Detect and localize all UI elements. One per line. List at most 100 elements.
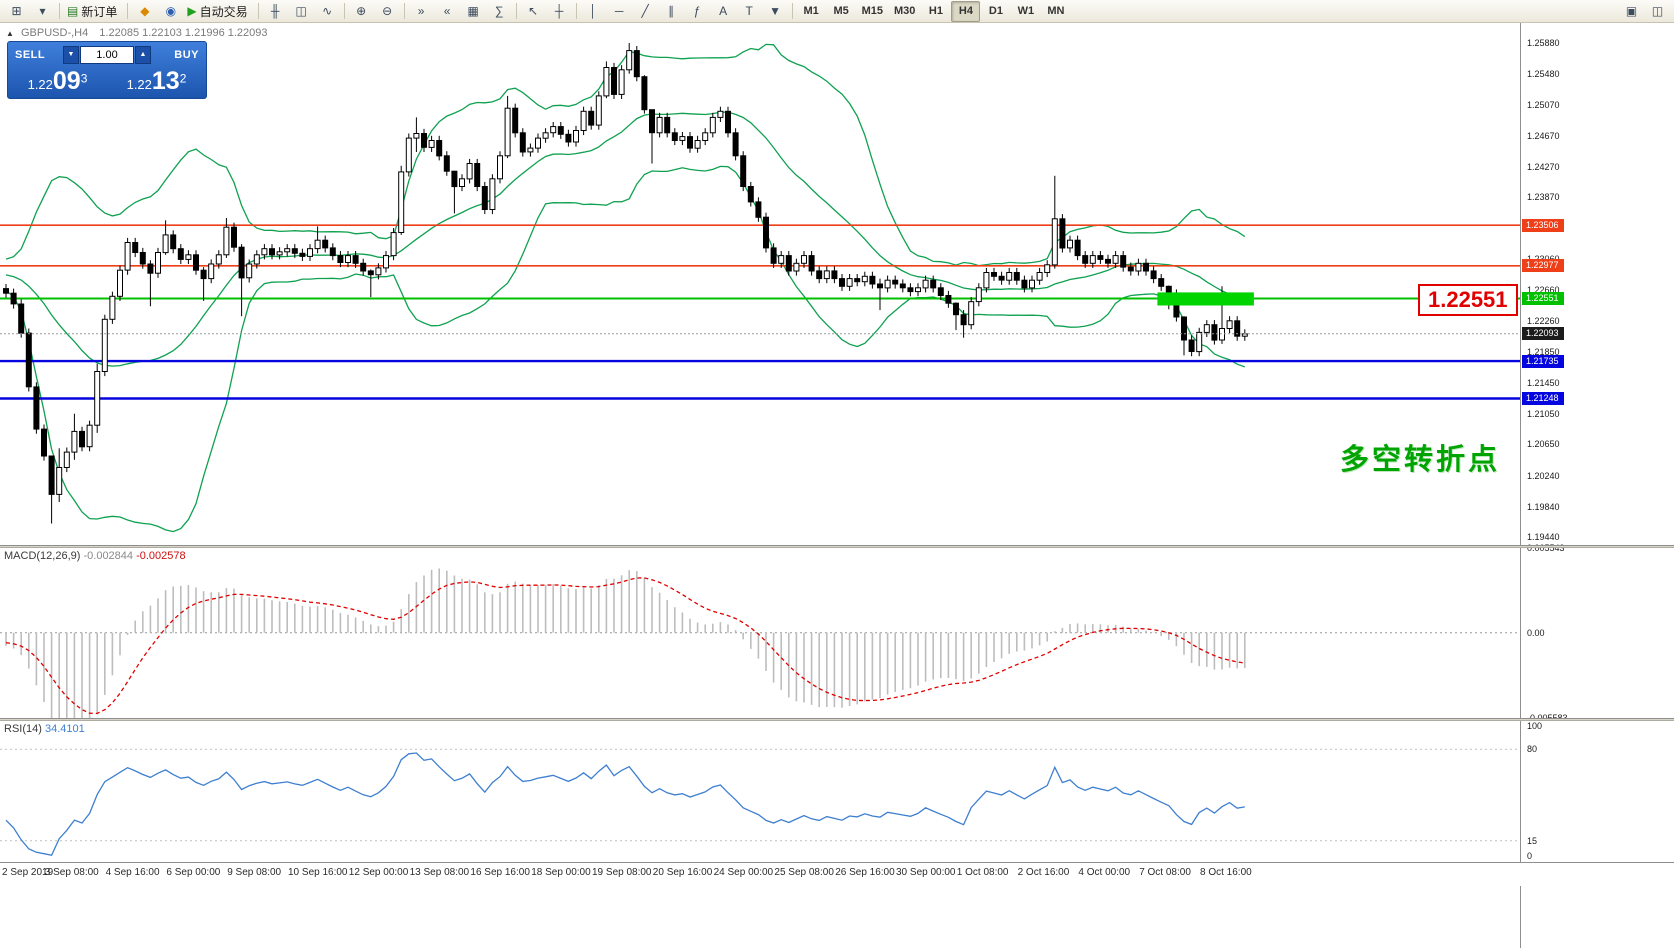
bollinger-lower bbox=[5, 165, 1246, 533]
channel-button[interactable]: ∥ bbox=[659, 1, 684, 22]
macd-axis-label: 0.005543 bbox=[1527, 543, 1565, 553]
new-chart-dropdown[interactable]: ▾ bbox=[30, 1, 55, 22]
window-tile-icon[interactable]: ▣ bbox=[1619, 1, 1644, 22]
price-tick-label: 1.19840 bbox=[1527, 501, 1560, 512]
time-label: 19 Sep 08:00 bbox=[592, 867, 652, 878]
highlight-rectangle[interactable] bbox=[1157, 292, 1254, 306]
turning-point-note[interactable]: 多空转折点 bbox=[1340, 444, 1501, 476]
rsi-axis-label: 0 bbox=[1527, 851, 1533, 861]
timeframe-h4[interactable]: H4 bbox=[951, 0, 981, 22]
bar-chart-button[interactable]: ╫ bbox=[263, 1, 288, 22]
macd-title-text: MACD(12,26,9) bbox=[4, 550, 81, 562]
time-label: 13 Sep 08:00 bbox=[409, 867, 470, 878]
price-tick-label: 1.21450 bbox=[1527, 378, 1560, 389]
rsi-line bbox=[5, 752, 1245, 857]
sell-price-small: 1.22 bbox=[27, 77, 53, 92]
new-chart-button[interactable]: ⊞ bbox=[4, 1, 29, 22]
zoom-in-button[interactable]: ⊕ bbox=[349, 1, 374, 22]
chart-wizard-icon[interactable]: ◆ bbox=[132, 1, 157, 22]
window-cascade-icon-glyph: ◫ bbox=[1651, 4, 1664, 18]
time-label: 1 Oct 08:00 bbox=[956, 867, 1009, 878]
timeframe-mn[interactable]: MN bbox=[1047, 5, 1065, 17]
timeframe-m15[interactable]: M15 bbox=[861, 5, 884, 17]
buy-button[interactable]: BUY bbox=[174, 48, 199, 61]
candlestick-chart-button[interactable]: ◫ bbox=[289, 1, 314, 22]
new-order-button[interactable]: ▤ 新订单 bbox=[64, 1, 123, 22]
buy-price[interactable]: 1.22132 bbox=[107, 67, 206, 96]
toolbar-separator bbox=[403, 3, 405, 19]
one-click-price-row: 1.22093 1.22132 bbox=[8, 65, 206, 98]
rsi-axis-label: 15 bbox=[1527, 835, 1538, 846]
zoom-out-button[interactable]: ⊖ bbox=[375, 1, 400, 22]
macd-canvas bbox=[0, 568, 1520, 718]
time-label: 8 Oct 16:00 bbox=[1200, 867, 1252, 878]
time-label: 12 Sep 00:00 bbox=[348, 867, 409, 878]
buy-price-sup: 2 bbox=[179, 71, 187, 86]
price-tag: 1.22093 bbox=[1522, 327, 1564, 341]
price-tag: 1.22977 bbox=[1522, 259, 1564, 273]
collapse-arrow-icon[interactable]: ▲ bbox=[6, 29, 14, 38]
price-tick-label: 1.19440 bbox=[1527, 532, 1560, 543]
timeframe-m1[interactable]: M1 bbox=[803, 5, 819, 17]
timeframe-m30[interactable]: M30 bbox=[894, 5, 916, 17]
macd-signal-value: -0.002578 bbox=[136, 550, 186, 562]
window-cascade-icon[interactable]: ◫ bbox=[1645, 1, 1670, 22]
auto-scroll-button[interactable]: » bbox=[409, 1, 434, 22]
time-label: 25 Sep 08:00 bbox=[774, 867, 834, 878]
timeframe-d1[interactable]: D1 bbox=[988, 5, 1003, 17]
price-tick-label: 1.21850 bbox=[1527, 347, 1560, 358]
channel-button-glyph: ∥ bbox=[668, 4, 675, 18]
price-tag: 1.21248 bbox=[1522, 392, 1564, 406]
timeframe-m5[interactable]: M5 bbox=[833, 5, 849, 17]
time-label: 3 Sep 08:00 bbox=[44, 867, 99, 878]
zoom-in-button-glyph: ⊕ bbox=[356, 4, 367, 18]
cursor-button[interactable]: ↖ bbox=[521, 1, 546, 22]
crosshair-button[interactable]: ┼ bbox=[547, 1, 572, 22]
price-callout-label[interactable]: 1.22551 bbox=[1418, 284, 1518, 316]
vertical-line-button[interactable]: │ bbox=[581, 1, 606, 22]
zoom-out-button-glyph: ⊖ bbox=[382, 4, 393, 18]
arrows-button[interactable]: ▼ bbox=[763, 1, 788, 22]
macd-panel: MACD(12,26,9) -0.002844 -0.002578 bbox=[0, 548, 1520, 718]
ohlc-values: 1.22085 1.22103 1.21996 1.22093 bbox=[99, 27, 268, 39]
autotrading-button-label: 自动交易 bbox=[199, 4, 248, 19]
price-tag: 1.23506 bbox=[1522, 218, 1564, 232]
toolbar-separator bbox=[575, 3, 577, 19]
panel-separator[interactable] bbox=[0, 718, 1674, 721]
autotrading-button[interactable]: ▶ 自动交易 bbox=[184, 1, 253, 22]
market-watch-icon[interactable]: ◉ bbox=[158, 1, 183, 22]
volume-up-button[interactable]: ▲ bbox=[135, 45, 151, 64]
line-chart-button[interactable]: ∿ bbox=[315, 1, 340, 22]
label-button[interactable]: T bbox=[737, 1, 762, 22]
time-label: 2 Oct 16:00 bbox=[1017, 867, 1070, 878]
price-tick-label: 1.20650 bbox=[1527, 439, 1560, 450]
chart-shift-button[interactable]: « bbox=[435, 1, 460, 22]
label-button-glyph: T bbox=[745, 4, 753, 18]
time-axis[interactable]: 2 Sep 2019 3 Sep 08:00 4 Sep 16:00 6 Sep 00… bbox=[0, 862, 1674, 886]
timeframe-w1[interactable]: W1 bbox=[1017, 5, 1035, 17]
price-tick-label: 1.21050 bbox=[1527, 408, 1560, 419]
cursor-button-glyph: ↖ bbox=[528, 4, 539, 18]
sell-price-sup: 3 bbox=[80, 71, 88, 86]
sell-price[interactable]: 1.22093 bbox=[8, 67, 107, 96]
fibonacci-button[interactable]: ƒ bbox=[685, 1, 710, 22]
sell-button[interactable]: SELL bbox=[15, 48, 46, 61]
timeframe-h1[interactable]: H1 bbox=[928, 5, 943, 17]
grid-button[interactable]: ▦ bbox=[461, 1, 486, 22]
text-button[interactable]: A bbox=[711, 1, 736, 22]
indicators-button[interactable]: ∑ bbox=[487, 1, 512, 22]
rsi-value: 34.4101 bbox=[44, 723, 85, 735]
price-tick-label: 1.22660 bbox=[1527, 285, 1560, 296]
panel-separator[interactable] bbox=[0, 545, 1674, 548]
auto-scroll-button-glyph: » bbox=[417, 4, 425, 18]
grid-button-glyph: ▦ bbox=[467, 4, 479, 18]
volume-down-button[interactable]: ▼ bbox=[63, 45, 79, 64]
horizontal-line-button[interactable]: ─ bbox=[607, 1, 632, 22]
price-tag: 1.22551 bbox=[1522, 292, 1564, 305]
trendline-button[interactable]: ╱ bbox=[633, 1, 658, 22]
price-tick-label: 1.23870 bbox=[1527, 192, 1560, 203]
price-axis[interactable]: 1.25880 1.25480 1.25070 1.24670 1.24270 1.238… bbox=[1520, 23, 1674, 948]
fibonacci-button-glyph: ƒ bbox=[693, 4, 701, 18]
new-order-button-label: 新订单 bbox=[81, 4, 118, 19]
volume-input[interactable]: 1.00 bbox=[80, 45, 134, 64]
